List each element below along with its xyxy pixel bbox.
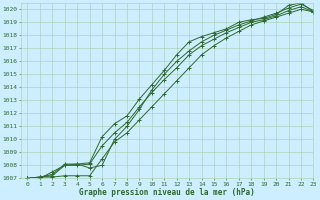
X-axis label: Graphe pression niveau de la mer (hPa): Graphe pression niveau de la mer (hPa) xyxy=(79,188,255,197)
